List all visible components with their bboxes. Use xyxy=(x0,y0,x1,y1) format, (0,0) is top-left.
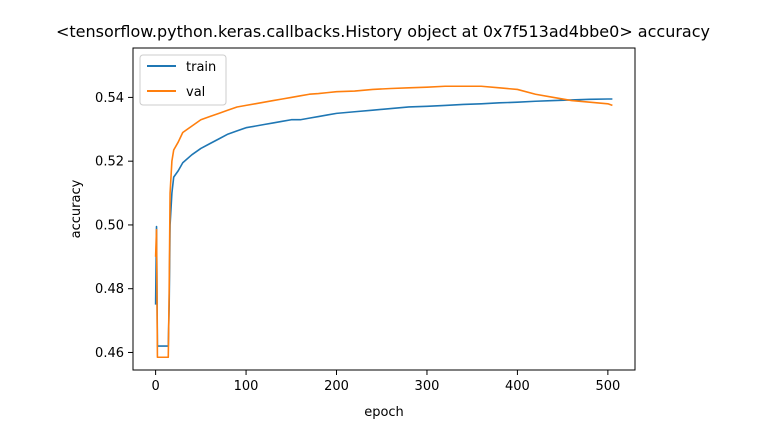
x-tick-label: 100 xyxy=(234,379,259,394)
series-line-val xyxy=(154,85,613,359)
y-tick-label: 0.54 xyxy=(95,91,124,106)
y-tick-label: 0.48 xyxy=(95,282,124,297)
x-tick-label: 200 xyxy=(324,379,349,394)
legend: train val xyxy=(139,54,227,106)
y-tick-label: 0.52 xyxy=(95,155,124,170)
y-tick-label: 0.50 xyxy=(95,218,124,233)
x-tick-label: 0 xyxy=(151,379,159,394)
y-tick-label: 0.46 xyxy=(95,346,124,361)
x-tick-label: 500 xyxy=(595,379,620,394)
y-axis: 0.46 0.48 0.50 0.52 0.54 xyxy=(95,91,133,361)
plot-frame xyxy=(132,47,636,371)
x-axis: 0 100 200 300 400 500 xyxy=(151,370,620,394)
x-tick-label: 300 xyxy=(415,379,440,394)
series-line-train xyxy=(154,98,613,347)
legend-box xyxy=(139,54,227,106)
chart-title: <tensorflow.python.keras.callbacks.Histo… xyxy=(56,22,710,41)
y-axis-label: accuracy xyxy=(69,179,84,238)
legend-label-train: train xyxy=(186,60,216,75)
x-axis-label: epoch xyxy=(364,405,404,420)
series-layer xyxy=(154,85,613,359)
legend-label-val: val xyxy=(186,85,205,100)
x-tick-label: 400 xyxy=(505,379,530,394)
